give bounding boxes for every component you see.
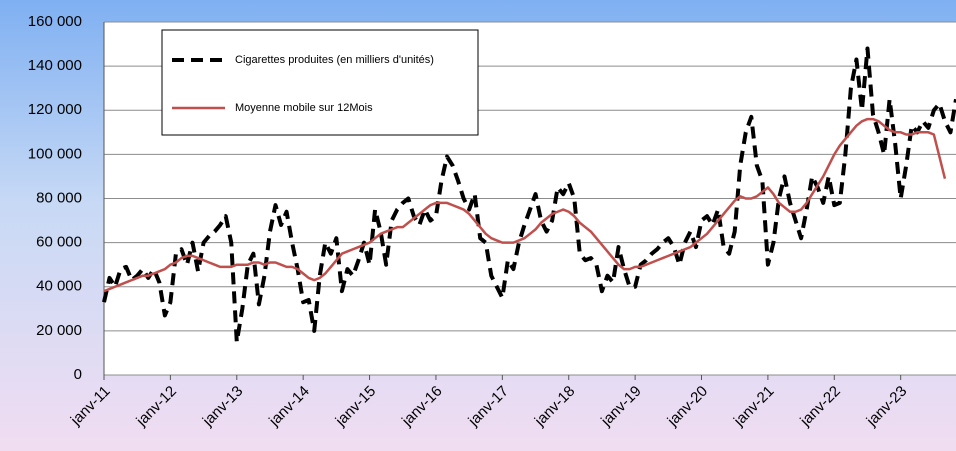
y-tick-label: 100 000 [28, 145, 82, 162]
y-tick-label: 0 [74, 366, 82, 383]
legend-label: Moyenne mobile sur 12Mois [235, 102, 373, 114]
series-line [102, 46, 956, 344]
legend: Cigarettes produites (en milliers d'unit… [161, 29, 479, 136]
y-tick-label: 160 000 [28, 13, 82, 30]
y-tick-label: 120 000 [28, 101, 82, 118]
y-tick-label: 80 000 [36, 189, 82, 206]
series-line [103, 117, 947, 293]
y-tick-label: 60 000 [36, 234, 82, 251]
y-tick-label: 40 000 [36, 278, 82, 295]
legend-box [161, 29, 479, 136]
y-tick-label: 20 000 [36, 322, 82, 339]
y-tick-label: 140 000 [28, 57, 82, 74]
legend-label: Cigarettes produites (en milliers d'unit… [235, 54, 434, 66]
